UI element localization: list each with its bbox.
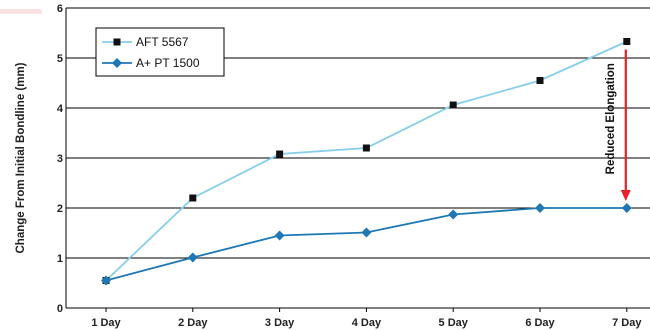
series-layer	[101, 38, 632, 286]
background-watermark-glyph: 一	[0, 0, 44, 48]
y-axis-label: Change From Initial Bondline (mm)	[15, 62, 27, 253]
legend-label-1: A+ PT 1500	[136, 56, 200, 70]
data-point-diamond	[274, 230, 285, 241]
axes	[65, 8, 628, 312]
legend-marker-diamond	[112, 58, 122, 68]
x-tick-label: 2 Day	[178, 317, 208, 329]
legend-marker-square	[113, 38, 121, 46]
y-tick-label: 4	[57, 103, 64, 115]
y-tick-label: 3	[57, 153, 63, 165]
annotation-label: Reduced Elongation	[605, 63, 617, 174]
data-point-square	[623, 38, 631, 45]
y-tick-labels: 0 1 2 3 4 5 6	[57, 3, 64, 315]
data-point-diamond	[101, 275, 111, 286]
data-point-square	[536, 77, 544, 84]
data-point-square	[449, 101, 457, 109]
x-tick-label: 7 Day	[612, 317, 642, 329]
data-point-diamond	[361, 227, 372, 238]
y-tick-label: 5	[57, 53, 63, 65]
data-point-diamond	[448, 209, 459, 220]
y-tick-label: 0	[57, 303, 63, 315]
y-tick-label: 2	[57, 203, 63, 215]
legend-box	[95, 27, 225, 77]
annotation-layer: Reduced Elongation	[605, 49, 631, 201]
data-point-diamond	[621, 203, 632, 213]
x-tick-labels: 1 Day 2 Day 3 Day 4 Day 5 Day 6 Day 7 Day	[91, 317, 642, 329]
data-point-diamond	[187, 252, 198, 263]
data-point-diamond	[535, 203, 545, 213]
legend: AFT 5567 A+ PT 1500	[95, 27, 225, 77]
x-tick-label: 1 Day	[91, 317, 121, 329]
x-tick-label: 4 Day	[352, 317, 382, 329]
annotation-arrow-head	[620, 190, 631, 201]
series-line-1	[105, 207, 627, 282]
data-point-square	[276, 150, 284, 158]
legend-label-0: AFT 5567	[136, 35, 189, 49]
x-tick-label: 5 Day	[439, 317, 469, 329]
x-tick-label: 6 Day	[525, 317, 555, 329]
data-point-square	[362, 144, 370, 152]
y-tick-label: 6	[57, 3, 63, 15]
x-tick-label: 3 Day	[265, 317, 295, 329]
series-line-0	[105, 40, 628, 282]
data-point-square	[189, 194, 197, 202]
y-tick-label: 1	[57, 253, 63, 265]
